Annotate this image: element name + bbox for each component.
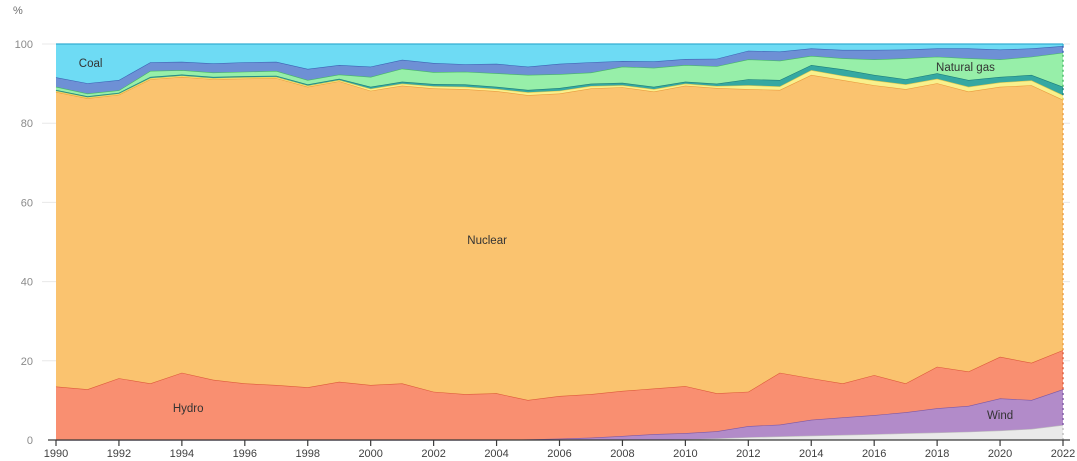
area-nuclear[interactable] (56, 74, 1063, 401)
series-label-hydro: Hydro (173, 403, 204, 415)
x-tick-label-2016: 2016 (862, 448, 886, 460)
x-tick-label-2000: 2000 (358, 448, 382, 460)
y-tick-label-60: 60 (21, 197, 33, 209)
y-tick-label-40: 40 (21, 277, 33, 289)
x-tick-label-1992: 1992 (107, 448, 131, 460)
x-tick-label-2006: 2006 (547, 448, 571, 460)
x-tick-label-2022: 2022 (1051, 448, 1075, 460)
area-unlabeled-gray-band[interactable] (56, 425, 1063, 440)
x-tick-label-1994: 1994 (170, 448, 194, 460)
series-label-nuclear: Nuclear (467, 235, 507, 247)
x-tick-label-2018: 2018 (925, 448, 949, 460)
series-label-natural-gas: Natural gas (936, 62, 995, 74)
x-tick-label-2008: 2008 (610, 448, 634, 460)
y-tick-label-80: 80 (21, 118, 33, 130)
y-tick-label-0: 0 (27, 435, 33, 447)
x-tick-label-2014: 2014 (799, 448, 823, 460)
x-tick-label-2002: 2002 (421, 448, 445, 460)
x-tick-label-2010: 2010 (673, 448, 697, 460)
area-hydro[interactable] (56, 350, 1063, 440)
x-tick-label-2012: 2012 (736, 448, 760, 460)
series-label-coal: Coal (79, 58, 103, 70)
series-label-wind: Wind (987, 410, 1013, 422)
y-tick-label-20: 20 (21, 356, 33, 368)
area-coal[interactable] (56, 44, 1063, 84)
x-tick-label-1998: 1998 (296, 448, 320, 460)
x-tick-label-2020: 2020 (988, 448, 1012, 460)
y-axis-unit-label: % (13, 5, 23, 17)
area-wind[interactable] (56, 389, 1063, 440)
y-tick-label-100: 100 (15, 39, 33, 51)
x-tick-label-1990: 1990 (44, 448, 68, 460)
area-unlabeled-blue-band[interactable] (56, 46, 1063, 94)
x-tick-label-2004: 2004 (484, 448, 508, 460)
x-tick-label-1996: 1996 (233, 448, 257, 460)
